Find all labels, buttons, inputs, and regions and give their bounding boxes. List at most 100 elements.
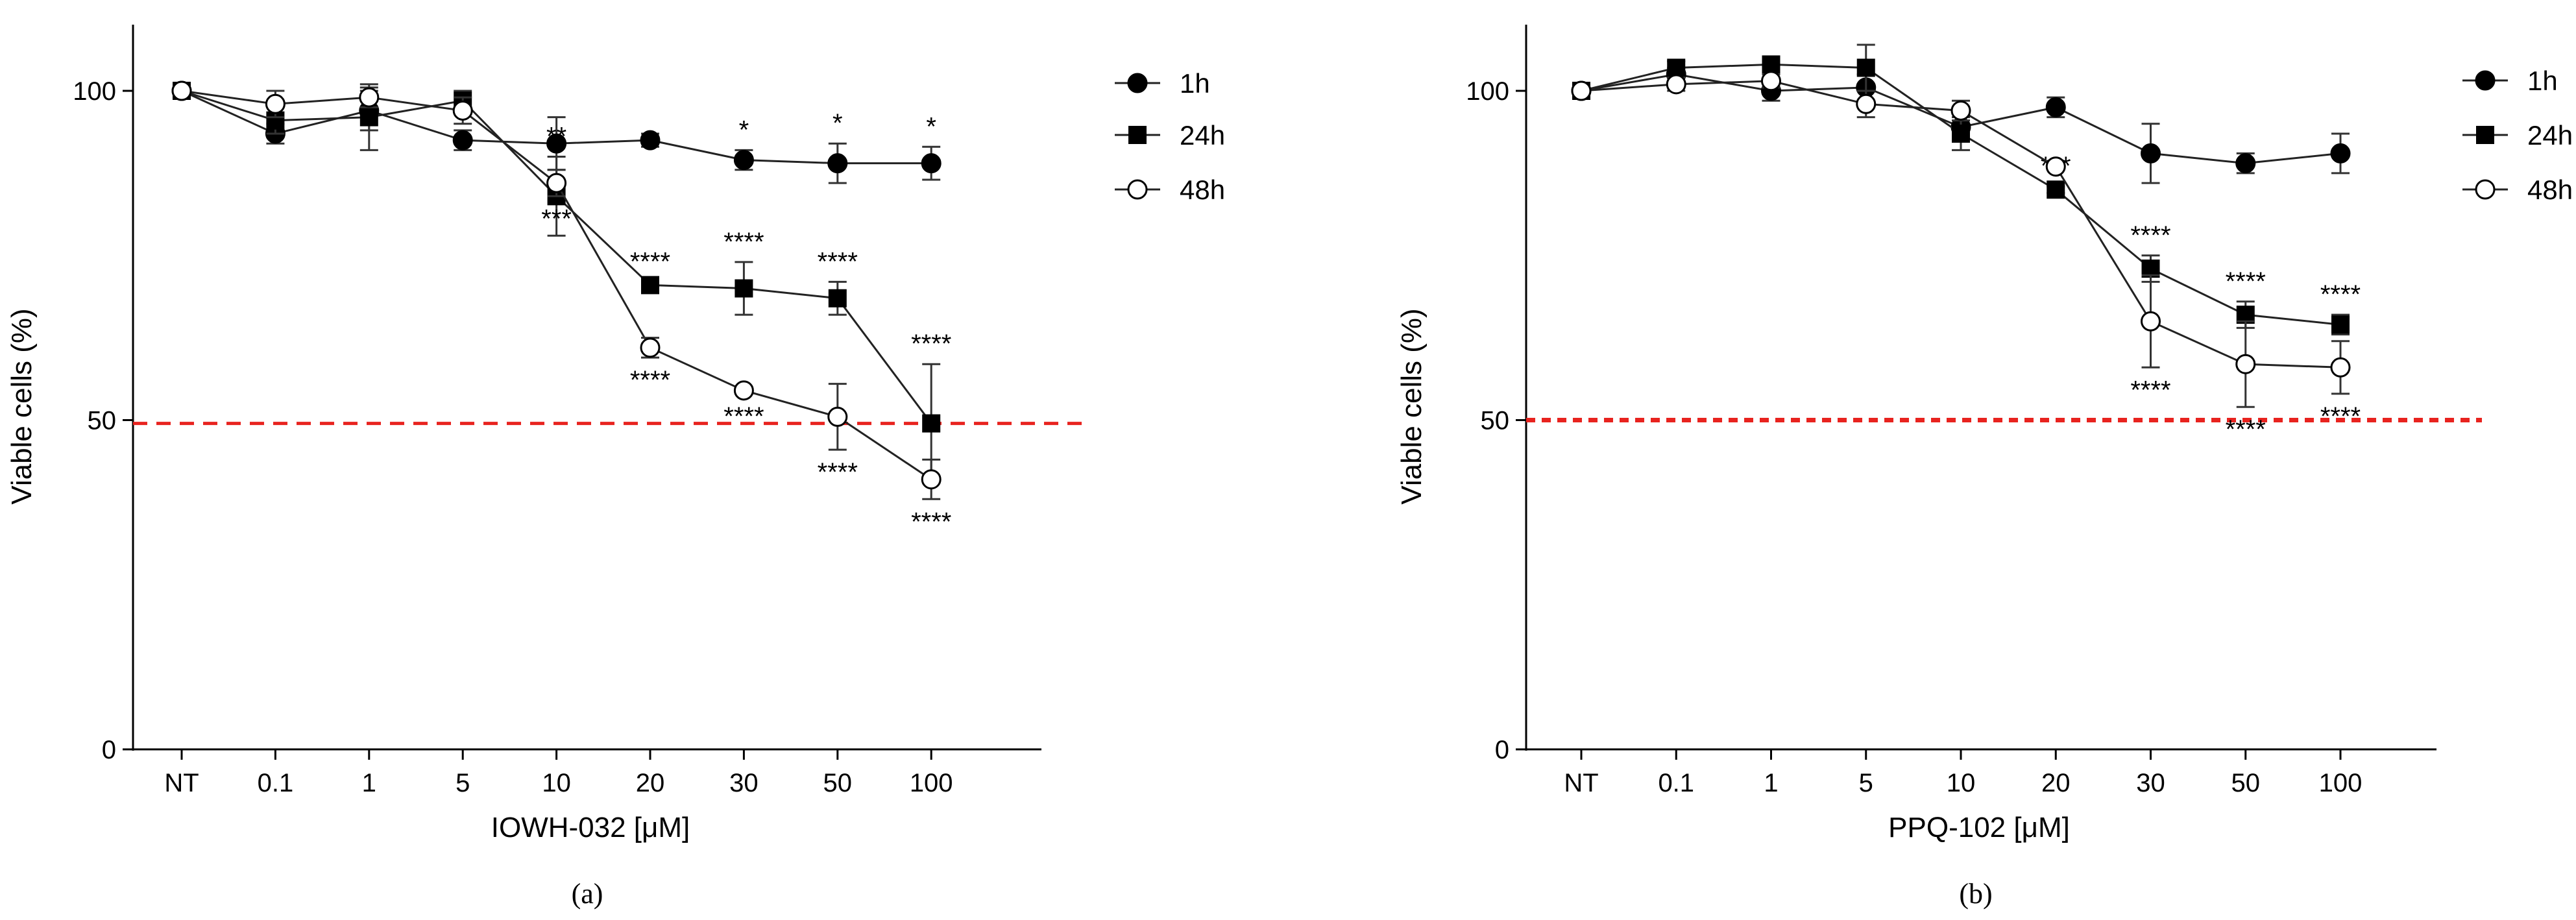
data-point-24h (359, 108, 378, 127)
x-tick-label: 50 (2231, 769, 2261, 797)
significance-label: **** (818, 458, 858, 487)
legend-label-48h: 48h (2527, 175, 2573, 205)
data-point-48h (1856, 93, 1877, 114)
legend-marker-24h (2476, 126, 2494, 144)
x-tick-label: 20 (2041, 769, 2071, 797)
y-tick-label: 0 (102, 736, 116, 764)
x-tick-label: 5 (1859, 769, 1873, 797)
data-point-48h (546, 173, 567, 193)
x-tick-label: 1 (1764, 769, 1778, 797)
y-tick-label: 50 (88, 407, 117, 435)
data-point-48h (359, 87, 380, 108)
data-point-24h (1762, 55, 1780, 74)
y-tick-label: 100 (1466, 77, 1509, 106)
data-point-48h (1571, 80, 1592, 101)
chart-panel-b: 0 50 100 NT 0.1 1 5 10 20 30 50 100 PPQ-102 [μM] Viab… (1396, 25, 2573, 910)
significance-label: * (926, 112, 936, 141)
data-point-1h (640, 130, 661, 151)
data-point-24h (1952, 124, 1970, 143)
data-point-48h (921, 469, 942, 490)
legend-marker-1h (2475, 70, 2496, 91)
legend: 1h 24h 48h (1115, 68, 1225, 205)
legend-label-1h: 1h (1180, 68, 1210, 99)
data-point-48h (1666, 74, 1686, 95)
legend-label-48h: 48h (1180, 175, 1225, 205)
data-point-48h (733, 380, 754, 401)
significance-label: **** (2130, 376, 2170, 404)
data-point-1h (827, 153, 848, 174)
data-point-1h (2330, 143, 2351, 163)
data-point-24h (2047, 180, 2065, 199)
significance-label: **** (630, 247, 670, 276)
x-tick-label: 20 (636, 769, 665, 797)
x-tick-label: 0.1 (258, 769, 294, 797)
data-point-24h (828, 289, 847, 308)
legend-marker-48h (2475, 179, 2496, 200)
y-axis-label: Viable cells (%) (6, 308, 38, 504)
significance-label: * (739, 115, 749, 144)
x-axis-label: IOWH-032 [μM] (491, 812, 690, 843)
y-tick-label: 100 (73, 77, 116, 106)
significance-label: **** (911, 507, 951, 536)
panel-label: (a) (572, 878, 603, 910)
x-tick-label: 10 (542, 769, 571, 797)
legend-label-24h: 24h (1180, 120, 1225, 151)
legend-marker-1h (1127, 73, 1148, 93)
significance-label: **** (723, 402, 764, 431)
data-point-48h (265, 93, 286, 114)
data-point-48h (1950, 100, 1971, 121)
data-point-24h (1856, 58, 1875, 77)
x-tick-label: 30 (729, 769, 759, 797)
data-point-1h (452, 130, 473, 151)
significance-label: * (2050, 178, 2061, 207)
data-point-24h (641, 276, 659, 295)
y-axis-label: Viable cells (%) (1396, 308, 1428, 504)
x-tick-label: 10 (1947, 769, 1976, 797)
x-tick-label: NT (164, 769, 199, 797)
data-point-1h (2235, 153, 2256, 174)
series-24h: ****************** (173, 82, 951, 484)
legend-label-1h: 1h (2527, 66, 2558, 96)
x-tick-label: 1 (362, 769, 376, 797)
significance-label: **** (2226, 267, 2266, 296)
data-point-48h (452, 100, 473, 121)
series-48h: ******************* (171, 80, 951, 536)
data-point-24h (1667, 58, 1686, 77)
legend-marker-24h (1128, 126, 1147, 144)
data-point-1h (2045, 97, 2066, 117)
data-point-48h (2235, 354, 2256, 374)
panel-label: (b) (1959, 878, 1992, 910)
data-point-48h (2330, 357, 2351, 378)
significance-label: **** (2226, 415, 2266, 444)
data-point-48h (827, 406, 848, 427)
data-point-48h (2045, 156, 2066, 177)
x-tick-label: 5 (456, 769, 470, 797)
x-tick-label: NT (1564, 769, 1598, 797)
significance-label: **** (911, 330, 951, 358)
data-point-48h (171, 80, 192, 101)
x-tick-label: 0.1 (1658, 769, 1694, 797)
significance-label: * (832, 109, 843, 138)
significance-label: **** (723, 228, 764, 256)
data-point-24h (2331, 315, 2350, 334)
significance-label: **** (2130, 221, 2170, 250)
data-point-48h (2141, 311, 2161, 332)
data-point-1h (921, 153, 942, 174)
significance-label: ** (546, 123, 566, 151)
data-point-48h (640, 337, 661, 358)
significance-label: **** (2320, 402, 2361, 431)
significance-label: **** (2320, 280, 2361, 309)
x-tick-label: 30 (2136, 769, 2165, 797)
data-point-48h (1761, 71, 1781, 91)
legend-marker-48h (1127, 179, 1148, 200)
data-point-1h (2141, 143, 2161, 163)
data-point-24h (735, 279, 753, 298)
x-tick-label: 100 (2319, 769, 2363, 797)
chart-panel-a: 0 50 100 NT 0.1 1 5 10 20 30 50 100 IOWH-032 [μM] Via… (6, 25, 1225, 910)
significance-label: **** (818, 247, 858, 276)
series-48h: ********* **** (1571, 71, 2361, 444)
x-tick-label: 50 (823, 769, 853, 797)
data-point-24h (922, 414, 941, 433)
data-point-1h (546, 133, 567, 154)
